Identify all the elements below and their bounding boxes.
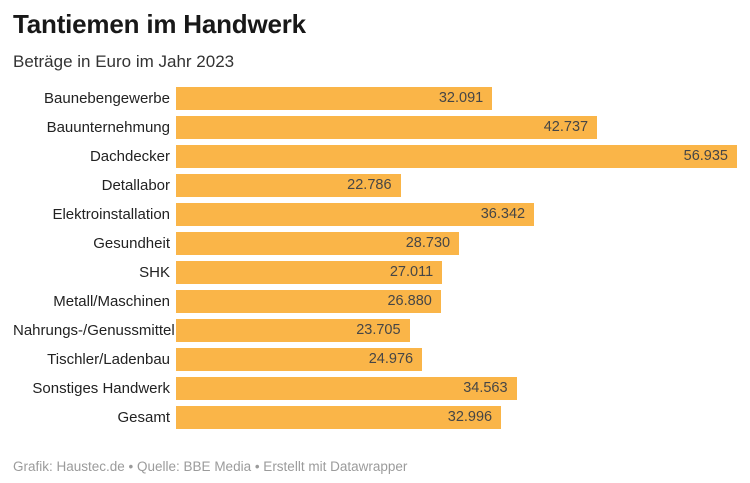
bar: 24.976 <box>176 348 423 371</box>
value-label: 56.935 <box>683 148 728 164</box>
value-label: 24.976 <box>368 351 414 367</box>
bar-row: Sonstiges Handwerk 34.563 <box>13 377 737 400</box>
bar: 36.342 <box>176 203 535 226</box>
value-label: 26.880 <box>387 293 432 309</box>
bar-track: 22.786 <box>176 174 737 197</box>
bar-row: Tischler/Ladenbau 24.976 <box>13 348 737 371</box>
bar-row: Bauunternehmung 42.737 <box>13 116 737 139</box>
bar-track: 34.563 <box>176 377 737 400</box>
category-label: Dachdecker <box>89 148 170 165</box>
bar-row: SHK 27.011 <box>13 261 737 284</box>
bar-row: Gesamt 32.996 <box>13 406 737 429</box>
category-label: SHK <box>139 264 170 281</box>
bar: 42.737 <box>176 116 598 139</box>
bar-row: Metall/Maschinen 26.880 <box>13 290 737 313</box>
category-label: Tischler/Ladenbau <box>47 351 170 368</box>
chart-subtitle: Beträge in Euro im Jahr 2023 <box>13 52 235 71</box>
bar-track: 24.976 <box>176 348 737 371</box>
bar-track: 56.935 <box>176 145 737 168</box>
bar-row: Gesundheit 28.730 <box>13 232 737 255</box>
bar-track: 42.737 <box>176 116 737 139</box>
bar-chart: Baunebengewerbe 32.091 Bauunternehmung 4… <box>13 87 737 429</box>
category-label: Metall/Maschinen <box>53 293 170 310</box>
value-label: 34.563 <box>463 380 508 396</box>
bar: 32.091 <box>176 87 493 110</box>
category-label: Gesamt <box>117 409 170 426</box>
bar-track: 23.705 <box>176 319 737 342</box>
bar: 23.705 <box>176 319 410 342</box>
bar: 27.011 <box>176 261 443 284</box>
bar: 32.996 <box>176 406 502 429</box>
category-label: Detallabor <box>101 177 170 194</box>
bar-row: Baunebengewerbe 32.091 <box>13 87 737 110</box>
bar-track: 28.730 <box>176 232 737 255</box>
bar-track: 32.996 <box>176 406 737 429</box>
category-label: Gesundheit <box>93 235 170 252</box>
bar: 22.786 <box>176 174 401 197</box>
bar: 34.563 <box>176 377 517 400</box>
value-label: 32.996 <box>447 409 493 425</box>
value-label: 36.342 <box>480 206 526 222</box>
bar-track: 32.091 <box>176 87 737 110</box>
value-label: 42.737 <box>543 119 589 135</box>
chart-title: Tantiemen im Handwerk <box>13 9 306 39</box>
category-label: Nahrungs-/Genussmittel <box>13 322 175 339</box>
footer-attribution: Grafik: Haustec.de • Quelle: BBE Media •… <box>13 459 408 474</box>
bar-track: 27.011 <box>176 261 737 284</box>
value-label: 27.011 <box>389 264 434 280</box>
category-label: Elektroinstallation <box>52 206 170 223</box>
bar-track: 36.342 <box>176 203 737 226</box>
category-label: Bauunternehmung <box>46 119 170 136</box>
bar: 28.730 <box>176 232 460 255</box>
category-label: Sonstiges Handwerk <box>32 380 170 397</box>
bar: 56.935 <box>176 145 737 168</box>
bar-row: Nahrungs-/Genussmittel 23.705 <box>13 319 737 342</box>
bar-row: Elektroinstallation 36.342 <box>13 203 737 226</box>
bar-row: Dachdecker 56.935 <box>13 145 737 168</box>
value-label: 28.730 <box>405 235 451 251</box>
bar: 26.880 <box>176 290 441 313</box>
category-label: Baunebengewerbe <box>44 90 170 107</box>
value-label: 23.705 <box>356 322 401 338</box>
bar-track: 26.880 <box>176 290 737 313</box>
bar-row: Detallabor 22.786 <box>13 174 737 197</box>
value-label: 22.786 <box>347 177 392 193</box>
value-label: 32.091 <box>438 90 484 106</box>
